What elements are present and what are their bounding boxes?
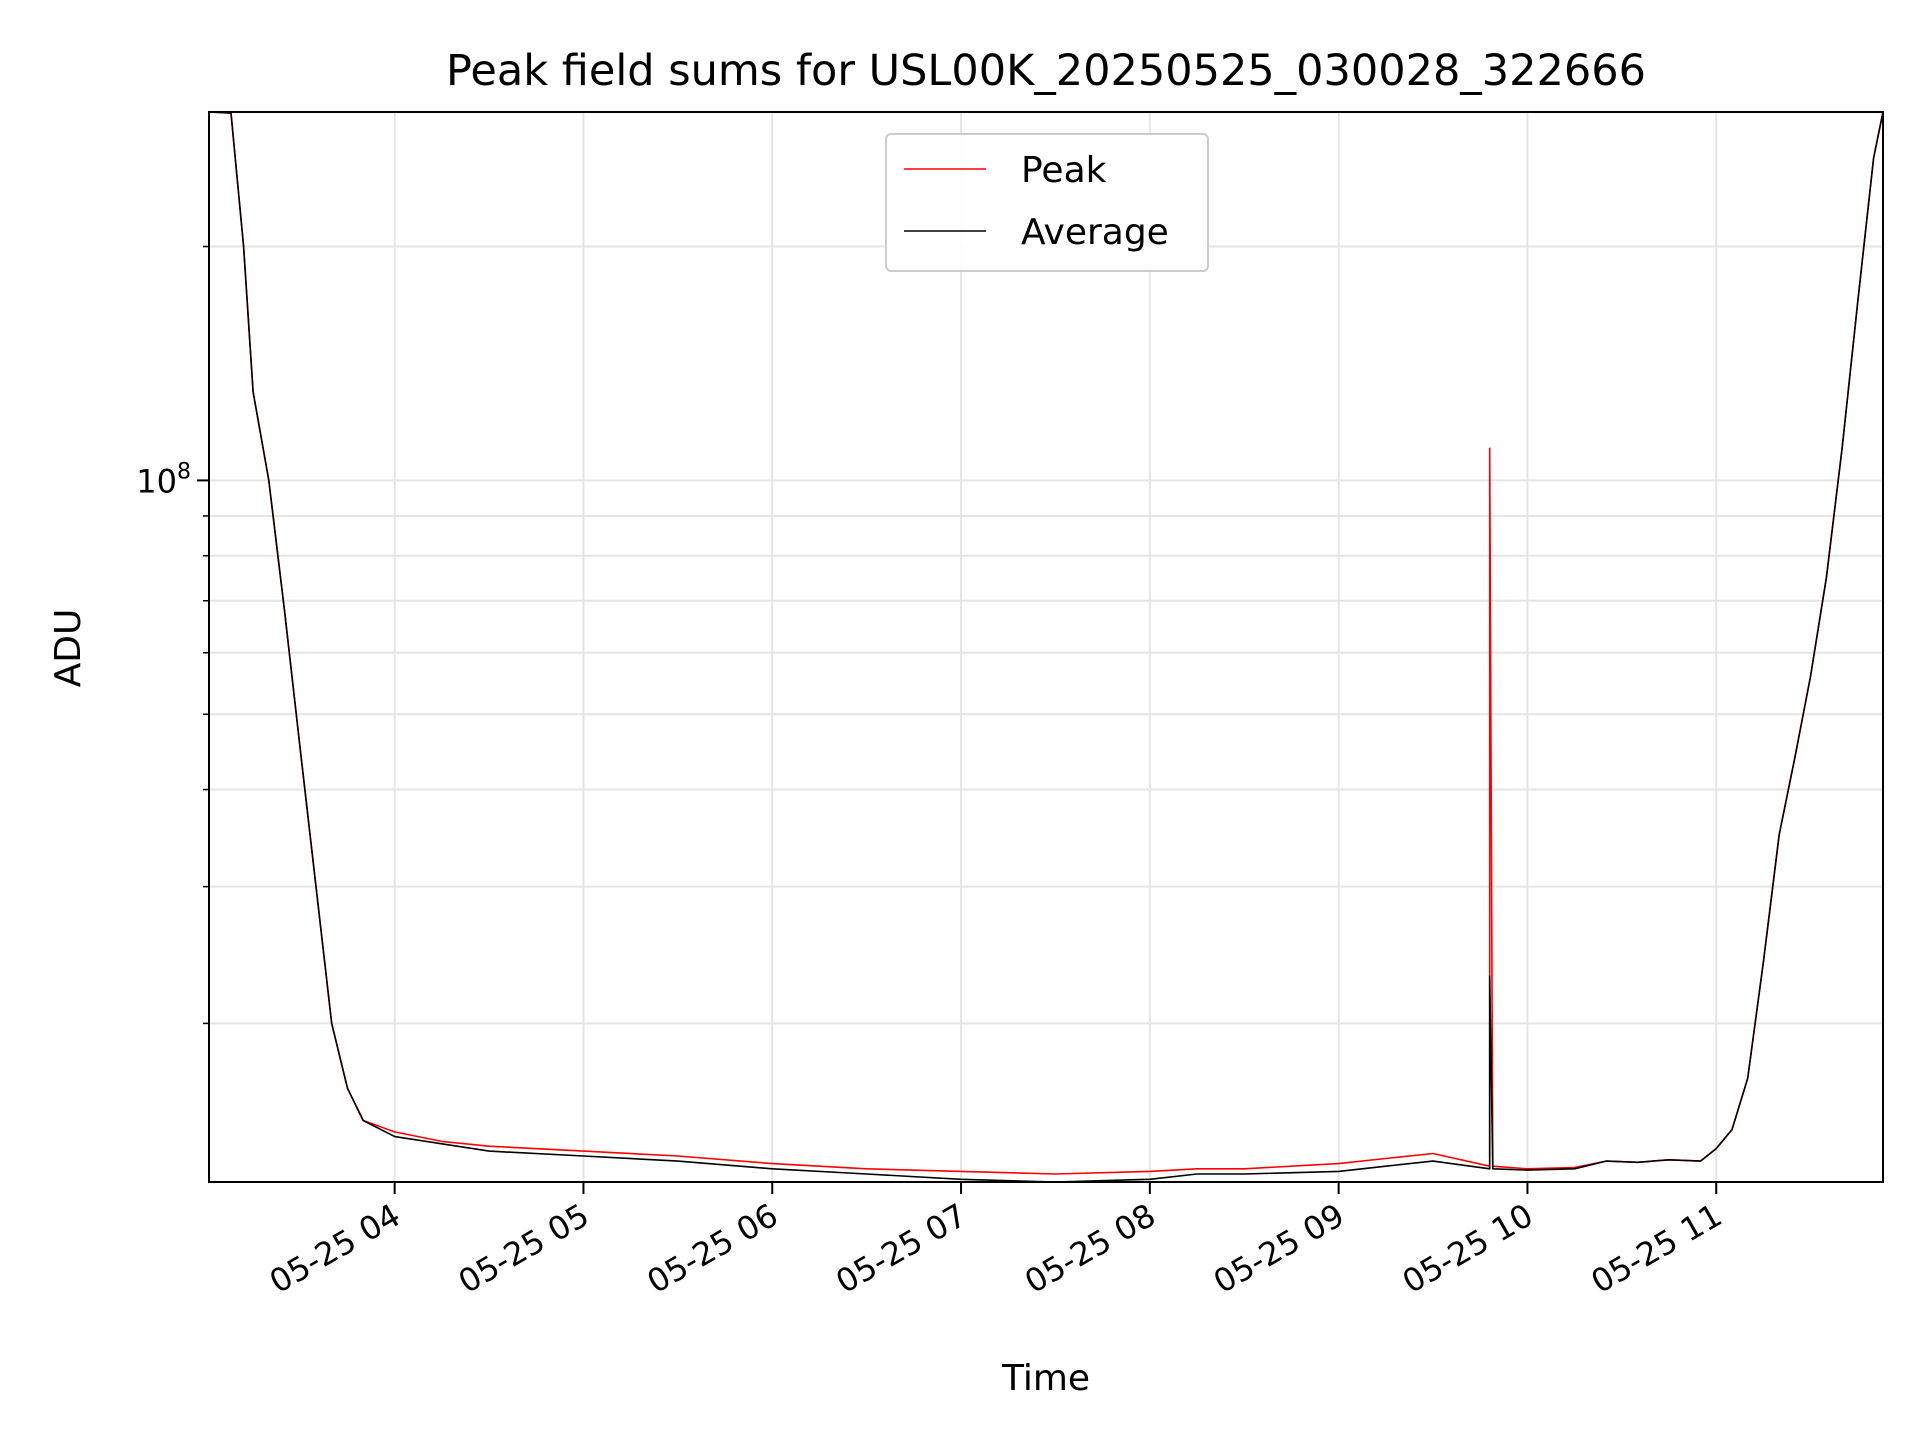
- y-tick-base: 10: [136, 462, 177, 500]
- legend-label-peak: Peak: [1021, 150, 1107, 191]
- legend-label-average: Average: [1021, 212, 1169, 253]
- y-tick-exponent: 8: [177, 459, 191, 484]
- legend: Peak Average: [885, 133, 1209, 272]
- x-axis-label: Time: [1001, 1358, 1090, 1399]
- series-line-average: [208, 111, 1884, 1183]
- y-axis-ticks: 108: [136, 245, 209, 1025]
- chart-title: Peak field sums for USL00K_20250525_0300…: [446, 46, 1646, 96]
- series-layer: [208, 111, 1884, 1183]
- grid-layer: [209, 112, 1883, 1182]
- plot-frame: [208, 111, 1884, 1183]
- y-tick-label: 108: [136, 459, 191, 500]
- y-axis-label: ADU: [48, 609, 89, 688]
